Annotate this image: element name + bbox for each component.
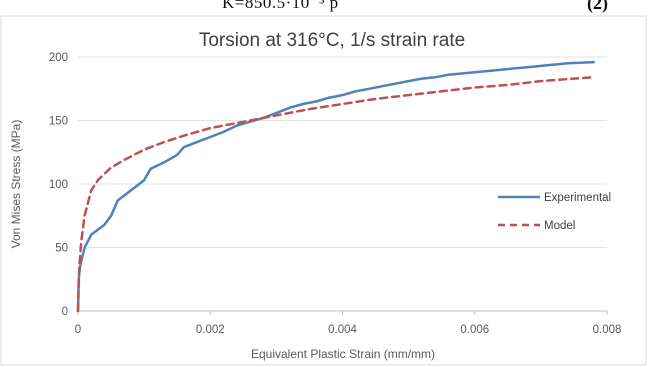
equation-number: (2) — [587, 0, 608, 13]
x-tick-label: 0 — [75, 324, 81, 336]
y-tick-label: 0 — [62, 306, 68, 318]
series-line-model — [76, 76, 596, 313]
series-line-experimental — [76, 60, 596, 313]
y-axis-title: Von Mises Stress (MPa) — [9, 120, 23, 249]
chart-title: Torsion at 316°C, 1/s strain rate — [199, 30, 465, 51]
gridlines — [78, 56, 607, 248]
equation-text: K=850.5·10⁻³ p — [222, 0, 339, 12]
x-tick-label: 0.006 — [460, 324, 489, 336]
x-axis-title: Equivalent Plastic Strain (mm/mm) — [251, 347, 435, 361]
chart-frame — [0, 15, 647, 366]
y-tick-label: 100 — [49, 179, 68, 191]
axes: 0 50 100 150 200 0 0.002 0.004 0.006 0.008 — [49, 52, 622, 336]
x-tick-label: 0.002 — [196, 324, 225, 336]
x-tick-label: 0.004 — [328, 324, 357, 336]
legend: Experimental Model — [498, 192, 611, 232]
legend-label-model: Model — [544, 220, 575, 232]
y-tick-label: 200 — [49, 52, 68, 64]
series-layer — [76, 60, 596, 313]
x-tick-label: 0.008 — [593, 324, 622, 336]
page-fragment: K=850.5·10⁻³ p (2) — [0, 0, 651, 16]
y-tick-label: 50 — [55, 243, 68, 255]
legend-label-experimental: Experimental — [544, 192, 611, 204]
y-tick-label: 150 — [49, 116, 68, 128]
